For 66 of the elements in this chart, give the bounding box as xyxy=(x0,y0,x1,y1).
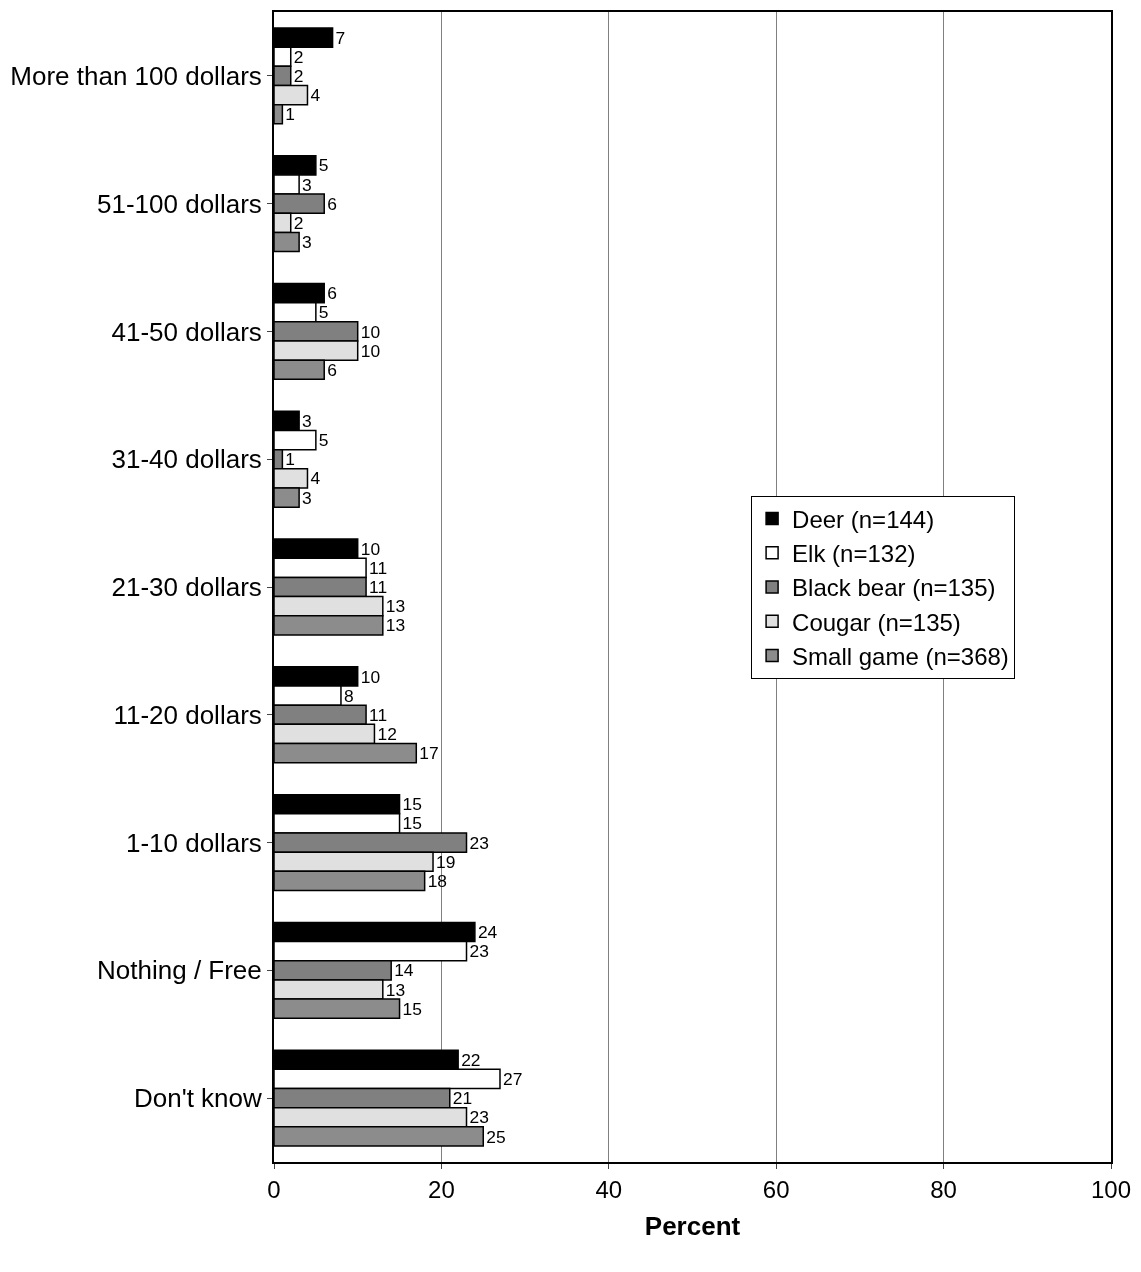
data-label: 3 xyxy=(302,487,312,508)
data-label: 5 xyxy=(318,155,329,176)
data-label: 18 xyxy=(427,870,448,891)
y-tick-label: Nothing / Free xyxy=(97,955,262,986)
data-label: 7 xyxy=(335,27,346,48)
data-label: 25 xyxy=(486,1126,506,1147)
data-label: 23 xyxy=(469,1107,489,1128)
legend-label: Deer (n=144) xyxy=(792,505,935,533)
data-label: 2 xyxy=(293,65,304,86)
y-tick-label: 11-20 dollars xyxy=(113,699,262,730)
y-tick-label: 21-30 dollars xyxy=(111,572,262,603)
data-label: 21 xyxy=(452,1088,473,1109)
data-label: 10 xyxy=(360,321,381,342)
data-label: 24 xyxy=(477,922,498,943)
x-axis-title: Percent xyxy=(644,1211,741,1241)
data-label: 10 xyxy=(360,666,381,687)
data-label: 23 xyxy=(469,832,489,853)
x-tick-label: 80 xyxy=(930,1175,957,1203)
y-tick-label: 51-100 dollars xyxy=(97,188,262,219)
data-label: 2 xyxy=(293,46,304,67)
data-label: 1 xyxy=(285,449,296,470)
data-label: 14 xyxy=(394,960,414,981)
data-label: 11 xyxy=(369,577,388,598)
data-label: 10 xyxy=(360,538,381,559)
x-tick-label: 40 xyxy=(595,1175,623,1203)
x-tick-label: 20 xyxy=(428,1175,455,1203)
data-label: 17 xyxy=(419,743,439,764)
legend-label: Cougar (n=135) xyxy=(792,608,961,636)
data-label: 6 xyxy=(327,283,337,304)
y-tick-label: 41-50 dollars xyxy=(111,316,262,347)
data-label: 13 xyxy=(385,615,406,636)
data-label: 2 xyxy=(293,212,304,233)
data-label: 1 xyxy=(285,104,296,125)
data-label: 3 xyxy=(302,232,312,253)
data-label: 13 xyxy=(385,596,406,617)
data-label: 3 xyxy=(302,174,312,195)
y-tick-label: More than 100 dollars xyxy=(10,60,262,91)
data-label: 27 xyxy=(503,1069,523,1090)
data-label: 6 xyxy=(327,193,337,214)
data-label: 4 xyxy=(310,468,321,489)
legend-label: Small game (n=368) xyxy=(792,642,1009,670)
data-label: 22 xyxy=(461,1049,481,1070)
data-label: 15 xyxy=(402,794,422,815)
data-label: 15 xyxy=(402,998,422,1019)
x-tick-label: 0 xyxy=(267,1175,281,1203)
data-label: 12 xyxy=(377,724,397,745)
data-label: 19 xyxy=(436,851,456,872)
y-tick-label: Don't know xyxy=(133,1083,263,1114)
x-tick-label: 100 xyxy=(1090,1175,1132,1203)
data-label: 3 xyxy=(302,410,312,431)
data-label: 5 xyxy=(318,430,329,451)
legend-label: Elk (n=132) xyxy=(792,540,916,568)
legend-label: Black bear (n=135) xyxy=(792,574,996,602)
data-label: 11 xyxy=(369,557,388,578)
y-tick-label: 1-10 dollars xyxy=(125,827,262,858)
y-tick-label: 31-40 dollars xyxy=(111,444,262,475)
data-label: 10 xyxy=(360,340,381,361)
data-label: 13 xyxy=(385,979,406,1000)
data-label: 11 xyxy=(369,704,388,725)
data-label: 4 xyxy=(310,85,321,106)
data-label: 5 xyxy=(318,302,329,323)
x-tick-label: 60 xyxy=(762,1175,790,1203)
data-label: 15 xyxy=(402,813,422,834)
data-label: 6 xyxy=(327,359,337,380)
data-label: 23 xyxy=(469,941,489,962)
data-label: 8 xyxy=(343,685,354,706)
